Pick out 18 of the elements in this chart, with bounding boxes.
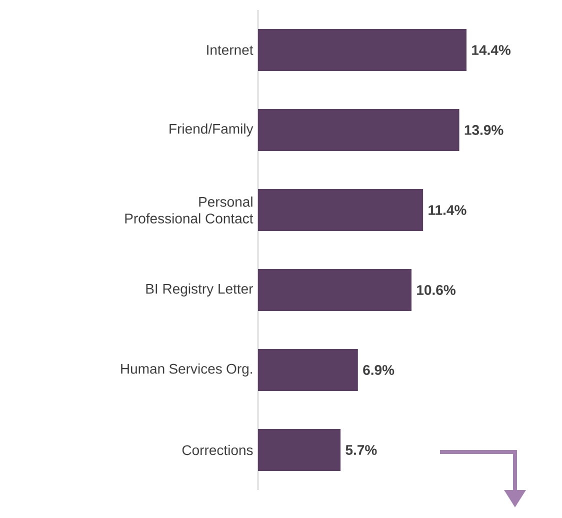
data-label: 14.4% (472, 45, 511, 55)
data-label: 13.9% (464, 125, 504, 135)
y-tick-label: Friend/Family (170, 123, 254, 137)
data-label: 11.4% (428, 205, 466, 215)
bar (258, 109, 460, 151)
bar (258, 29, 467, 72)
bar (258, 428, 341, 471)
data-label: 5.7% (346, 445, 377, 455)
y-tick-label: BI Registry Letter (146, 283, 254, 297)
y-tick-label: Human Services Org. (121, 363, 252, 377)
y-tick-label: Personal Professional Contact (125, 196, 254, 224)
bar (258, 348, 358, 391)
data-label: 6.9% (363, 365, 394, 375)
y-tick-label: Internet (207, 45, 254, 55)
bar (258, 189, 424, 231)
data-label: 10.6% (417, 285, 456, 295)
bar (258, 268, 412, 311)
y-tick-label: Corrections (182, 444, 253, 456)
